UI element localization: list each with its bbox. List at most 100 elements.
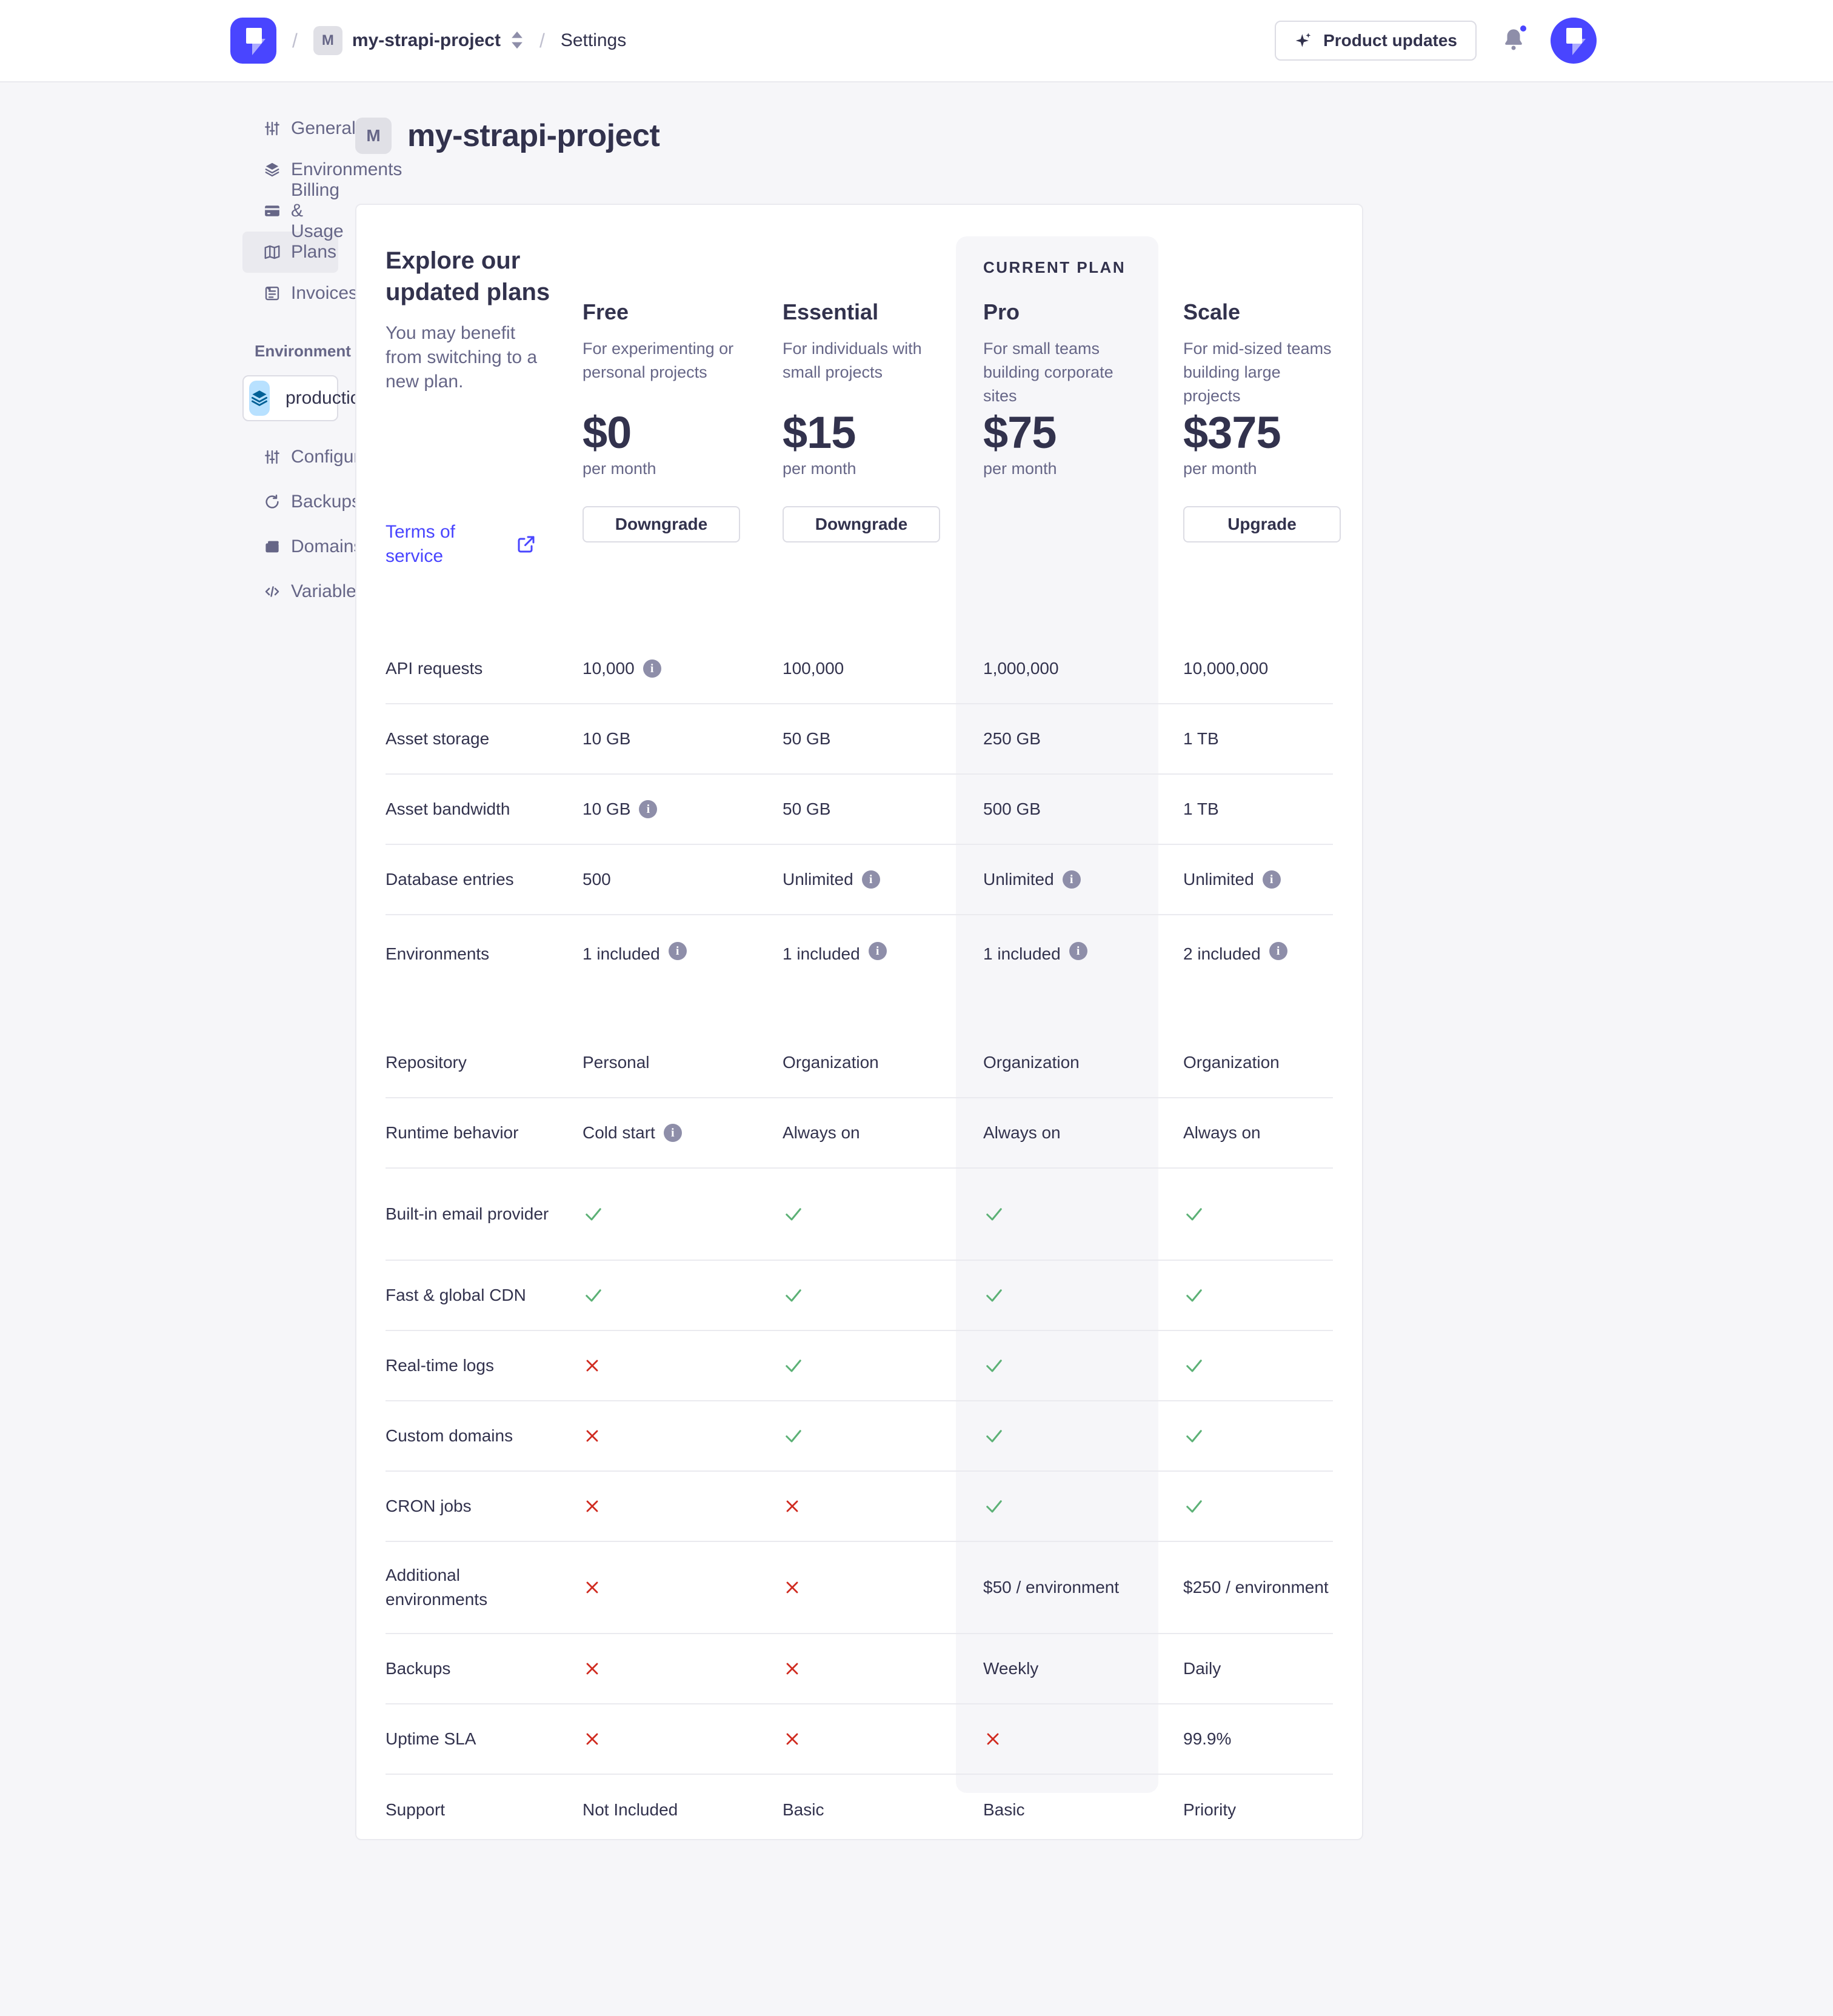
feature-value-free bbox=[583, 1578, 783, 1597]
feature-label: Asset storage bbox=[386, 729, 490, 748]
plan-tagline: For individuals with small projects bbox=[783, 339, 922, 381]
sidebar-item-general[interactable]: General bbox=[242, 108, 356, 149]
cross-icon bbox=[583, 1426, 602, 1446]
feature-value-free bbox=[583, 1203, 783, 1225]
info-icon[interactable] bbox=[1262, 870, 1281, 889]
feature-value-free: 10,000 bbox=[583, 656, 783, 681]
feature-value-scale: 1 TB bbox=[1158, 727, 1333, 751]
plan-period: per month bbox=[583, 459, 656, 478]
strapi-logo[interactable] bbox=[230, 18, 276, 64]
feature-value-essential bbox=[783, 1425, 956, 1447]
feature-label: Built-in email provider bbox=[386, 1204, 549, 1223]
check-icon bbox=[783, 1203, 804, 1225]
cross-icon bbox=[583, 1497, 602, 1516]
info-icon[interactable] bbox=[1069, 942, 1087, 960]
info-icon[interactable] bbox=[861, 870, 880, 889]
feature-value-essential bbox=[783, 1355, 956, 1377]
feature-row-backups: Backups Weekly Daily bbox=[386, 1634, 1333, 1704]
cross-icon bbox=[583, 1659, 602, 1678]
feature-value-pro: 250 GB bbox=[956, 727, 1158, 751]
upgrade-button-scale[interactable]: Upgrade bbox=[1183, 506, 1341, 542]
feature-value-free: 10 GB bbox=[583, 727, 783, 751]
info-icon[interactable] bbox=[668, 942, 687, 960]
cross-icon bbox=[583, 1356, 602, 1375]
product-updates-button[interactable]: Product updates bbox=[1275, 21, 1477, 61]
intro-description: You may benefit from switching to a new … bbox=[386, 323, 538, 392]
feature-value-text: 50 GB bbox=[783, 729, 831, 748]
sidebar-item-label: Domains bbox=[291, 536, 363, 556]
sidebar-item-invoices[interactable]: Invoices bbox=[242, 273, 358, 314]
breadcrumb-settings[interactable]: Settings bbox=[560, 30, 627, 50]
feature-value-free: 10 GB bbox=[583, 797, 783, 821]
feature-value-essential: 50 GB bbox=[783, 727, 956, 751]
feature-value-essential: Organization bbox=[783, 1050, 956, 1075]
feature-row-real-time-logs: Real-time logs bbox=[386, 1331, 1333, 1401]
sidebar-item-label: Plans bbox=[291, 242, 337, 262]
feature-value-scale: Unlimited bbox=[1158, 867, 1333, 892]
sidebar-item-backups[interactable]: Backups bbox=[242, 479, 361, 524]
feature-value-text: 1 included bbox=[783, 944, 860, 963]
sidebar-item-configuration[interactable]: Configuration bbox=[242, 435, 399, 479]
feature-value-text: 500 GB bbox=[983, 799, 1041, 818]
feature-value-scale bbox=[1158, 1284, 1333, 1306]
plan-period: per month bbox=[983, 459, 1057, 478]
cross-icon bbox=[783, 1659, 802, 1678]
info-icon[interactable] bbox=[663, 1124, 682, 1142]
feature-row-environments: Environments 1 included 1 included 1 includ… bbox=[386, 915, 1333, 1028]
sidebar-item-plans[interactable]: Plans bbox=[242, 232, 338, 273]
sidebar-item-variables[interactable]: Variables bbox=[242, 569, 366, 614]
feature-value-pro bbox=[956, 1425, 1158, 1447]
downgrade-button-essential[interactable]: Downgrade bbox=[783, 506, 940, 542]
notifications-button[interactable] bbox=[1501, 22, 1529, 55]
project-switcher[interactable]: M my-strapi-project bbox=[313, 26, 524, 55]
cross-icon bbox=[983, 1729, 1003, 1749]
feature-value-free bbox=[583, 1729, 783, 1749]
external-link-icon bbox=[515, 533, 537, 555]
feature-value-text: Personal bbox=[583, 1053, 650, 1072]
sidebar-item-billing-usage[interactable]: Billing & Usage bbox=[242, 180, 344, 241]
feature-value-text: 10,000,000 bbox=[1183, 659, 1269, 678]
page-title: my-strapi-project bbox=[407, 118, 660, 153]
check-icon bbox=[983, 1495, 1005, 1517]
sidebar-item-label: Backups bbox=[291, 492, 361, 512]
feature-value-text: 500 bbox=[583, 870, 611, 889]
feature-value-text: Basic bbox=[783, 1800, 824, 1819]
feature-value-free: Cold start bbox=[583, 1121, 783, 1145]
feature-row-database-entries: Database entries 500 Unlimited Unlimited Unl… bbox=[386, 845, 1333, 915]
downgrade-button-free[interactable]: Downgrade bbox=[583, 506, 740, 542]
feature-row-uptime-sla: Uptime SLA 99.9% bbox=[386, 1704, 1333, 1775]
feature-value-pro bbox=[956, 1495, 1158, 1517]
check-icon bbox=[983, 1355, 1005, 1377]
feature-value-free: Not Included bbox=[583, 1798, 783, 1822]
environment-select[interactable]: production bbox=[242, 375, 382, 421]
feature-value-text: Not Included bbox=[583, 1800, 678, 1819]
account-avatar[interactable] bbox=[1551, 18, 1597, 64]
layers-icon bbox=[263, 161, 281, 179]
feature-value-text: Always on bbox=[1183, 1123, 1261, 1142]
plan-name: Free bbox=[583, 299, 629, 324]
info-icon[interactable] bbox=[639, 800, 658, 818]
feature-value-essential: 1 included bbox=[783, 915, 956, 966]
check-icon bbox=[1183, 1203, 1205, 1225]
info-icon[interactable] bbox=[1269, 942, 1287, 960]
sidebar-item-environments[interactable]: Environments bbox=[242, 149, 402, 190]
terms-of-service-link[interactable]: Terms of service bbox=[386, 520, 561, 569]
feature-value-text: Organization bbox=[983, 1053, 1080, 1072]
sidebar-item-domains[interactable]: Domains bbox=[242, 524, 362, 569]
check-icon bbox=[1183, 1284, 1205, 1306]
info-icon[interactable] bbox=[1062, 870, 1081, 889]
feature-row-additional-environments: Additional environments $50 / environment… bbox=[386, 1542, 1333, 1634]
feature-value-scale: 2 included bbox=[1158, 915, 1333, 966]
plan-column-free: Free For experimenting or personal projec… bbox=[583, 205, 783, 634]
feature-value-text: 50 GB bbox=[783, 799, 831, 818]
feature-value-pro: 1,000,000 bbox=[956, 656, 1158, 681]
info-icon[interactable] bbox=[868, 942, 887, 960]
feature-label: Support bbox=[386, 1800, 446, 1819]
check-icon bbox=[983, 1203, 1005, 1225]
check-icon bbox=[583, 1203, 604, 1225]
feature-row-repository: Repository Personal Organization Organizati… bbox=[386, 1028, 1333, 1098]
plan-name: Pro bbox=[983, 299, 1020, 324]
check-icon bbox=[583, 1284, 604, 1306]
feature-value-text: 10,000 bbox=[583, 659, 635, 678]
info-icon[interactable] bbox=[643, 659, 661, 678]
